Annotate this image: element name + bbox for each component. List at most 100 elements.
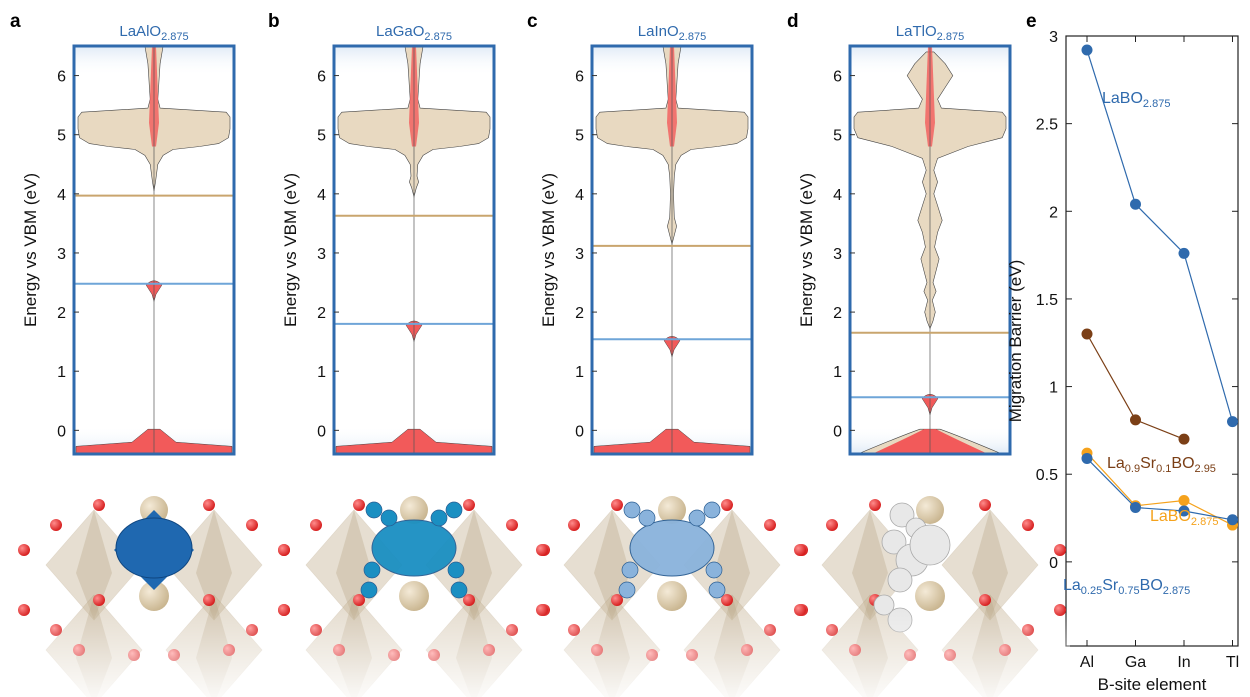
crystal-d [790,496,1070,697]
charge-density-lobe [363,561,381,579]
y-tick-label: 0 [833,423,842,440]
panel-e: e 0 0.5 1 1.5 2 2.5 3 Al Ga In Tl B-site element Migr… [1006,11,1239,694]
y-tick-label: 4 [833,187,842,204]
la-atom [399,581,429,611]
series-label-La0.25Sr0.75: La0.25Sr0.75BO2.875 [1063,577,1190,597]
series-1 [1081,328,1190,445]
crystal-structures [14,496,1070,697]
octahedron-face [76,510,112,620]
y-tick-label: 6 [57,69,66,86]
label-text: LaBO [1150,508,1191,525]
o-atom [1022,519,1034,531]
o-atom [536,544,548,556]
y-tick-label: 1 [575,364,584,381]
crystal-fade [274,610,554,697]
panel-letter: c [527,11,538,32]
y-tick-label: 2.5 [1036,117,1058,134]
y-tick-label: 6 [833,69,842,86]
title-formula: LaTlO [896,23,937,40]
la-atom [658,496,686,524]
title-subscript: 2.875 [679,31,707,43]
panel-title: LaGaO2.875 [376,23,452,43]
panel-letter: d [787,11,799,32]
o-atom [794,544,806,556]
panel-c: c LaInO2.875 0 1 2 3 4 5 6 Energy vs VBM (eV) [527,11,754,456]
label-text: La [1063,577,1081,594]
panel-frame [72,44,236,456]
la-atom [139,581,169,611]
label-text: Sr [1140,455,1157,472]
la-atom [400,496,428,524]
y-tick-label: 3 [1049,29,1058,46]
crystal-c [532,496,812,697]
y-tick-label: 3 [575,246,584,263]
title-formula: LaInO [638,23,679,40]
charge-density-lobe [621,561,639,579]
panel-a: a LaAlO2.875 0 1 2 3 4 5 6 Energy vs VBM (eV) [10,11,236,456]
y-tick-label: 4 [57,187,66,204]
charge-density-cloud [889,502,915,528]
series-0 [1081,44,1238,428]
y-tick-label: 4 [575,187,584,204]
o-atom [93,499,105,511]
o-atom [979,594,991,606]
title-formula: LaGaO [376,23,424,40]
x-tick-label: Tl [1226,654,1239,671]
label-text: LaBO [1102,90,1143,107]
o-atom [869,499,881,511]
o-atom [203,499,215,511]
label-subscript: 0.25 [1081,585,1102,597]
charge-density-lobe [360,581,378,599]
data-point [1081,452,1093,464]
o-atom [611,594,623,606]
o-atom [246,519,258,531]
x-tick-label: Ga [1125,654,1146,671]
charge-density-lobe [365,501,383,519]
y-tick-label: 1 [833,364,842,381]
y-axis-label: Energy vs VBM (eV) [539,173,558,327]
data-point [1227,514,1238,526]
data-point [1130,198,1141,210]
label-subscript: 0.75 [1118,585,1139,597]
charge-density-lobe [638,509,656,527]
y-tick-label: 5 [575,128,584,145]
title-subscript: 2.875 [424,31,452,43]
o-atom [463,499,475,511]
series-line [1086,49,1234,422]
charge-density-lobe [618,581,636,599]
plot-frame [1065,35,1239,647]
crystal-b [274,496,554,697]
y-tick-label: 4 [317,187,326,204]
panel-frame [848,44,1012,456]
o-atom [826,519,838,531]
label-subscript: 2.875 [1163,585,1191,597]
panel-letter: e [1026,11,1037,32]
charge-density-lobe [708,581,726,599]
series-line [1086,458,1233,521]
crystal-fade [14,610,294,697]
label-text: BO [1171,455,1194,472]
y-axis-label: Energy vs VBM (eV) [281,173,300,327]
panel-b: b LaGaO2.875 0 1 2 3 4 5 6 Energy vs VBM (eV) [268,11,496,456]
charge-density-lobe [380,509,398,527]
octahedron-face [972,510,1008,620]
o-atom [1054,544,1066,556]
y-tick-label: 0 [575,423,584,440]
o-atom [611,499,623,511]
y-tick-label: 6 [575,69,584,86]
y-tick-label: 1 [1049,380,1058,397]
x-axis-label: B-site element [1098,675,1207,694]
label-subscript: 0.1 [1156,463,1171,475]
panel-letter: a [10,11,21,32]
charge-density-cloud [887,567,913,593]
o-atom [203,594,215,606]
la-atom [916,496,944,524]
y-tick-label: 5 [57,128,66,145]
data-point [1130,502,1141,514]
charge-density-lobe [447,561,465,579]
label-subscript: 2.875 [1143,98,1171,110]
o-atom [353,499,365,511]
o-atom [50,519,62,531]
charge-density-lobe [688,509,706,527]
y-tick-label: 0.5 [1036,467,1058,484]
